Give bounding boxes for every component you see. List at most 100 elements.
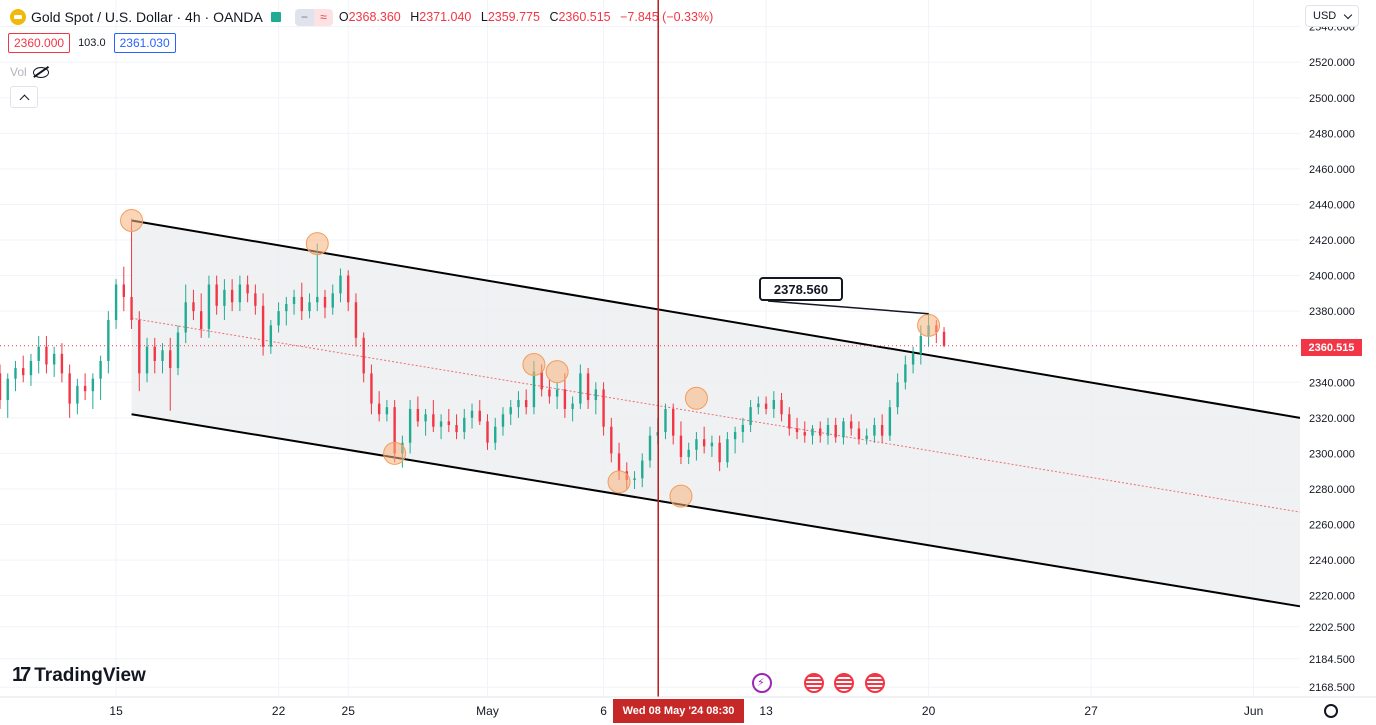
candle-body [880, 424, 884, 436]
candle [757, 396, 760, 415]
candle [486, 414, 489, 450]
chevron-down-icon [1343, 10, 1353, 19]
us-flag-event-icon[interactable] [865, 673, 885, 693]
candle-body [826, 424, 830, 436]
touch-marker[interactable] [917, 313, 941, 337]
candle [45, 336, 48, 374]
event-bolt-icon[interactable] [752, 673, 772, 693]
symbol-title[interactable]: Gold Spot / U.S. Dollar · 4h · OANDA [31, 9, 263, 25]
candle [370, 364, 373, 415]
candle-body [354, 302, 358, 338]
bid-ask-row: 2360.000 103.0 2361.030 [8, 33, 176, 53]
currency-select[interactable]: USD [1305, 5, 1359, 27]
candle [300, 282, 303, 321]
price-tick-label: 2460.000 [1309, 164, 1355, 176]
candle [610, 417, 613, 463]
candle-body [757, 403, 760, 408]
touch-marker[interactable] [305, 232, 329, 256]
candle-body [269, 325, 273, 347]
bid-button[interactable]: 2360.000 [8, 33, 71, 53]
candle [494, 417, 497, 450]
indicator-pill[interactable]: − ≈ [294, 8, 333, 26]
candle [733, 426, 737, 454]
candle-body [888, 407, 892, 436]
price-tick-label: 2300.000 [1309, 448, 1355, 460]
candle-body [602, 389, 605, 427]
candle [710, 435, 714, 457]
time-axis[interactable]: 15 22 25 May 6 13 20 27 Jun [109, 704, 1263, 718]
candle-body [0, 373, 2, 401]
us-flag-event-icon[interactable] [804, 673, 824, 693]
tradingview-logo[interactable]: 17 TradingView [12, 664, 146, 687]
candle-body [641, 460, 644, 479]
candle [555, 382, 559, 409]
candle [764, 396, 768, 415]
candle-body [246, 284, 249, 294]
candle-body [331, 293, 334, 308]
candle [145, 337, 149, 383]
candle [865, 428, 868, 445]
us-flag-event-icon[interactable] [834, 673, 854, 693]
price-callout[interactable]: 2378.560 [759, 277, 843, 301]
candle-body [385, 407, 389, 415]
candle-body [540, 371, 543, 390]
candle-body [772, 400, 776, 409]
candle [602, 382, 605, 436]
touch-marker[interactable] [684, 386, 708, 410]
candle-body [52, 353, 56, 365]
candle [277, 302, 280, 333]
candle-body [424, 414, 427, 422]
candle [702, 426, 706, 454]
candle-body [695, 439, 698, 450]
candle [192, 289, 195, 321]
candle [439, 414, 443, 440]
candle [695, 432, 698, 461]
candle [571, 396, 574, 422]
candle-body [648, 435, 652, 461]
candle [424, 408, 427, 436]
candle-body [362, 337, 365, 374]
minus-icon[interactable]: − [294, 8, 314, 26]
candle [780, 392, 783, 422]
price-tick-label: 2420.000 [1309, 235, 1355, 247]
touch-marker[interactable] [545, 360, 569, 384]
settings-gear-icon[interactable] [1324, 704, 1338, 718]
ohlc-values: O2368.360 H2371.040 L2359.775 C2360.515 … [339, 10, 719, 24]
candle [664, 403, 667, 440]
candle-body [764, 403, 768, 409]
channel-upper-line[interactable] [131, 219, 1301, 419]
candle-body [223, 289, 226, 306]
collapse-legend-button[interactable] [10, 86, 38, 108]
touch-marker[interactable] [607, 470, 631, 494]
candle [347, 270, 350, 312]
touch-marker[interactable] [522, 353, 546, 377]
vol-label[interactable]: Vol [10, 65, 27, 79]
touch-marker[interactable] [120, 208, 144, 232]
wave-icon[interactable]: ≈ [313, 8, 333, 26]
candle-body [904, 364, 907, 383]
channel-lower-line[interactable] [131, 413, 1301, 608]
candle [819, 421, 822, 443]
candle-body [199, 311, 203, 329]
candle [308, 293, 311, 319]
touch-marker[interactable] [383, 441, 407, 465]
ask-button[interactable]: 2361.030 [113, 33, 176, 53]
candle-body [176, 332, 180, 369]
candle [470, 403, 474, 429]
candle-body [432, 414, 435, 427]
touch-marker[interactable] [669, 484, 693, 508]
price-tick-label: 2202.500 [1309, 622, 1355, 634]
candle-body [130, 296, 133, 321]
candle [153, 337, 156, 374]
low-value: 2359.775 [487, 10, 540, 24]
price-axis-bg[interactable] [1300, 0, 1376, 725]
low-key: L [480, 10, 488, 24]
candle-body [610, 426, 613, 454]
candle-body [718, 442, 721, 463]
price-axis[interactable]: 2540.0002520.0002500.0002480.0002460.000… [1309, 22, 1355, 695]
eye-hidden-icon[interactable] [32, 66, 49, 78]
candle [362, 332, 365, 383]
time-tick-label: May [476, 704, 499, 718]
channel-mid-line [131, 317, 1301, 513]
